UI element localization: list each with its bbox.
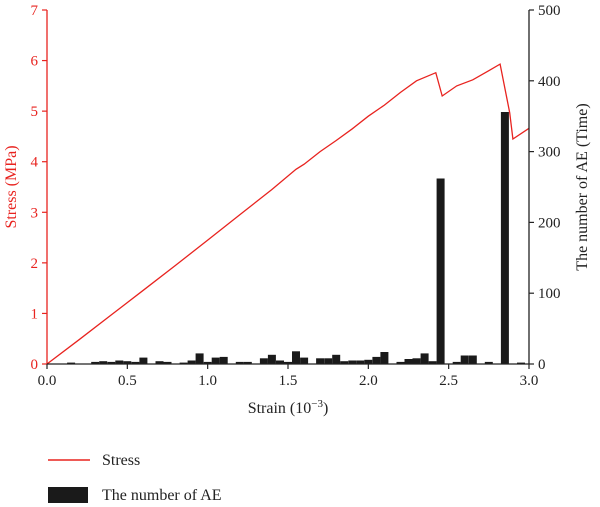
ae-bar — [324, 358, 333, 364]
ae-bar — [420, 353, 429, 364]
ae-bar — [436, 178, 445, 364]
x-axis-title: Strain (10−3) — [248, 398, 329, 417]
y-left-tick-label: 0 — [31, 357, 39, 373]
stress-line — [46, 63, 530, 365]
ae-bar — [123, 361, 132, 364]
ae-bar — [468, 355, 477, 364]
ae-bar — [332, 354, 341, 364]
ae-bar — [211, 357, 220, 364]
ae-bar — [267, 354, 276, 364]
ae-bar — [187, 360, 196, 364]
y-left-tick-label: 2 — [31, 256, 39, 272]
y-left-tick-label: 7 — [31, 3, 39, 19]
y-right-tick-label: 200 — [538, 215, 561, 231]
ae-bar — [219, 356, 228, 364]
ae-bar — [155, 361, 164, 364]
y-right-tick-label: 400 — [538, 74, 561, 90]
y-left-tick-label: 6 — [31, 54, 39, 70]
ae-bar — [300, 357, 309, 364]
ae-bar — [91, 361, 100, 364]
x-tick-label: 1.5 — [279, 373, 298, 389]
x-axis-title-exponent: −3 — [311, 398, 323, 410]
ae-bar — [107, 361, 116, 364]
x-tick-label: 3.0 — [520, 373, 539, 389]
ae-bar — [195, 353, 204, 364]
ae-bar — [284, 361, 292, 364]
ae-bar — [404, 359, 413, 364]
ae-bar — [364, 359, 373, 364]
legend-ae-swatch — [48, 487, 88, 503]
legend-stress-label: Stress — [102, 452, 140, 469]
ae-bar — [243, 361, 252, 364]
ae-bar — [340, 361, 349, 364]
ae-bar — [131, 361, 140, 364]
x-axis-title-base: Strain (10 — [248, 400, 312, 417]
ae-bar — [517, 362, 525, 364]
y-right-axis-title: The number of AE (Time) — [574, 103, 591, 270]
ae-bar — [484, 361, 493, 364]
ae-bar — [139, 357, 148, 364]
ae-bar — [380, 352, 389, 364]
axes — [46, 10, 530, 365]
ticks: 0 1 2 3 4 5 6 7 0 100 200 300 400 500 0.0 0.5 1.0 1.5 2.0 2… — [31, 3, 561, 389]
y-left-tick-label: 4 — [31, 155, 39, 171]
x-tick-label: 2.5 — [439, 373, 458, 389]
ae-bar — [163, 361, 172, 364]
x-axis-title-close: ) — [323, 400, 328, 417]
legend: Stress The number of AE — [48, 452, 222, 504]
x-tick-label: 2.0 — [359, 373, 378, 389]
y-right-tick-label: 0 — [538, 357, 546, 373]
ae-bar — [500, 112, 509, 364]
ae-bar — [292, 351, 300, 364]
y-right-tick-label: 100 — [538, 286, 561, 302]
y-left-tick-label: 5 — [31, 104, 39, 120]
y-left-axis-title: Stress (MPa) — [3, 145, 20, 228]
ae-bars — [67, 112, 525, 364]
ae-bar — [276, 360, 284, 364]
y-right-tick-label: 500 — [538, 3, 561, 19]
ae-bar — [412, 358, 421, 364]
ae-bar — [67, 362, 76, 364]
x-tick-label: 1.0 — [198, 373, 217, 389]
ae-bar — [203, 361, 212, 364]
ae-bar — [460, 355, 469, 364]
ae-bar — [99, 361, 108, 364]
ae-bar — [452, 361, 461, 364]
ae-bar — [235, 361, 244, 364]
y-left-tick-label: 3 — [31, 205, 39, 221]
ae-bar — [372, 356, 381, 364]
ae-bar — [356, 360, 365, 364]
legend-ae-label: The number of AE — [102, 487, 222, 504]
ae-bar — [348, 360, 357, 364]
ae-bar — [316, 358, 325, 364]
ae-bar — [428, 361, 437, 364]
ae-bar — [259, 358, 268, 364]
y-right-tick-label: 300 — [538, 145, 561, 161]
x-tick-label: 0.0 — [38, 373, 57, 389]
x-tick-label: 0.5 — [118, 373, 137, 389]
ae-bar — [179, 362, 188, 364]
y-left-tick-label: 1 — [31, 306, 39, 322]
ae-bar — [115, 360, 124, 364]
ae-bar — [396, 361, 405, 364]
